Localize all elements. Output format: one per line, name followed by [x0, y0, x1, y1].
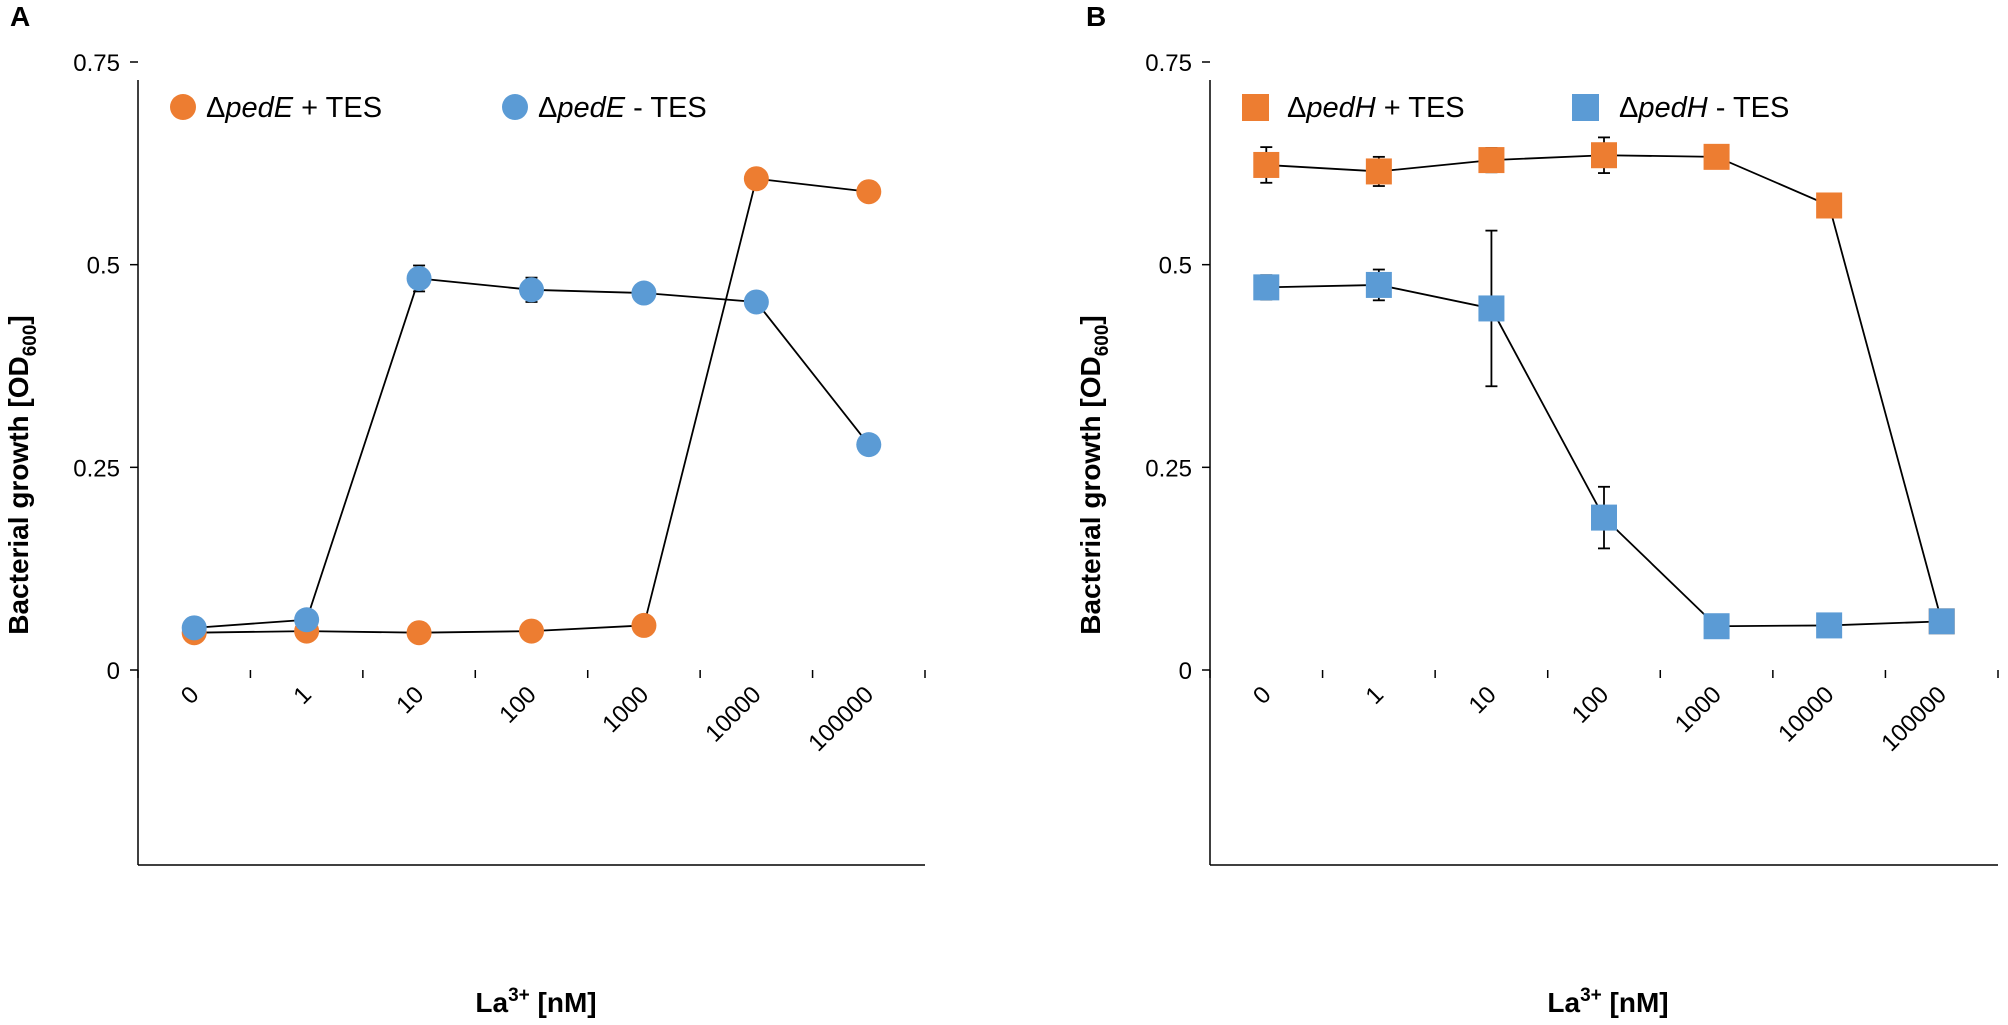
- y-tick-label: 0.25: [73, 455, 120, 482]
- legend-marker-series-2: [1572, 94, 1599, 121]
- y-tick-label: 0.75: [1145, 50, 1192, 77]
- y-axis-label: Bacterial growth [OD600]: [3, 315, 41, 635]
- data-point-series-2: [1928, 608, 1955, 635]
- data-point-series-2: [1478, 295, 1505, 322]
- data-point-series-1: [1591, 142, 1617, 169]
- data-point-series-2: [294, 607, 320, 633]
- data-point-series-2: [1703, 613, 1730, 640]
- y-tick-label: 0: [107, 658, 120, 685]
- y-tick-group: 0 0.25 0.5 0.75: [73, 50, 138, 685]
- series-line-1: [194, 177, 869, 634]
- y-axis-label: Bacterial growth [OD600]: [1075, 315, 1113, 635]
- legend-marker-series-1: [170, 94, 196, 120]
- data-point-series-1: [1478, 147, 1505, 174]
- y-tick-label: 0.25: [1145, 455, 1192, 482]
- x-tick-label: 10000: [1773, 681, 1839, 747]
- data-point-series-1: [856, 179, 882, 205]
- legend-label-series-1: ΔpedE + TES: [206, 92, 382, 124]
- data-point-series-2: [406, 265, 432, 291]
- x-tick-label: 1: [288, 681, 317, 710]
- x-tick-label: 1: [1361, 681, 1390, 710]
- y-tick-label: 0.5: [87, 253, 120, 280]
- data-point-series-2: [631, 280, 657, 306]
- data-point-series-1: [1816, 192, 1843, 219]
- x-tick-label: 100: [1567, 681, 1614, 728]
- panel-label: A: [10, 1, 30, 32]
- y-tick-label: 0: [1179, 658, 1192, 685]
- data-point-series-2: [1253, 274, 1280, 301]
- legend-marker-series-2: [502, 94, 528, 120]
- panel-b: B 0 0.25 0.5 0.75 0 1 10 100 1000 10000 100000 Ba…: [1075, 1, 1999, 1018]
- x-axis-label: La3+ [nM]: [475, 985, 596, 1018]
- x-axis-label: La3+ [nM]: [1547, 985, 1668, 1018]
- series-layer: [1253, 136, 1955, 640]
- panel-a: A 0 0.25 0.5 0.75 0 1 10 100 1000 10000 100000 Ba…: [3, 1, 926, 1018]
- y-tick-label: 0.5: [1159, 253, 1192, 280]
- x-tick-label: 0: [176, 681, 205, 710]
- data-point-series-2: [1591, 504, 1617, 531]
- data-point-series-1: [406, 620, 432, 646]
- x-tick-label: 10000: [700, 681, 766, 747]
- data-point-series-1: [1703, 143, 1730, 170]
- y-tick-group: 0 0.25 0.5 0.75: [1145, 50, 1210, 685]
- data-point-series-2: [1365, 271, 1392, 298]
- panel-label: B: [1086, 1, 1106, 32]
- data-point-series-2: [519, 277, 544, 303]
- y-tick-label: 0.75: [73, 50, 120, 77]
- data-point-series-2: [181, 615, 207, 641]
- data-point-series-1: [1253, 151, 1280, 178]
- legend-label-series-1: ΔpedH + TES: [1287, 92, 1465, 124]
- x-tick-label: 10: [1464, 681, 1502, 719]
- data-point-series-1: [1365, 158, 1392, 185]
- data-point-series-1: [631, 612, 657, 638]
- data-point-series-2: [1816, 612, 1843, 639]
- series-line-1: [1266, 154, 1943, 622]
- series-line-2: [194, 277, 870, 629]
- x-tick-label: 1000: [597, 681, 654, 738]
- legend-label-series-2: ΔpedE - TES: [538, 92, 707, 124]
- x-tick-label: 1000: [1670, 681, 1727, 738]
- x-tick-label: 100000: [803, 681, 879, 757]
- x-tick-group: 0 1 10 100 1000 10000 100000: [1209, 670, 1999, 757]
- series-layer: [181, 166, 882, 646]
- x-tick-group: 0 1 10 100 1000 10000 100000: [137, 670, 926, 757]
- x-tick-label: 10: [391, 681, 429, 719]
- x-tick-label: 100: [494, 681, 541, 728]
- legend-marker-series-1: [1242, 94, 1269, 121]
- legend: ΔpedE + TES ΔpedE - TES: [170, 92, 707, 124]
- x-tick-label: 100000: [1876, 681, 1952, 757]
- data-point-series-1: [519, 618, 544, 644]
- legend: ΔpedH + TES ΔpedH - TES: [1242, 92, 1789, 124]
- series-line-2: [1266, 284, 1942, 628]
- data-point-series-2: [743, 289, 769, 315]
- data-point-series-2: [856, 432, 882, 458]
- legend-label-series-2: ΔpedH - TES: [1619, 92, 1789, 124]
- data-point-series-1: [743, 166, 769, 192]
- x-tick-label: 0: [1248, 681, 1277, 710]
